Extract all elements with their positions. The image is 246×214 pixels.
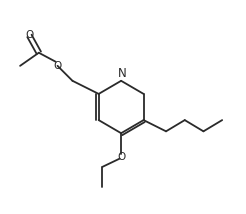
Text: N: N — [118, 67, 126, 80]
Text: O: O — [25, 30, 33, 40]
Text: O: O — [53, 61, 62, 71]
Text: O: O — [118, 152, 126, 162]
